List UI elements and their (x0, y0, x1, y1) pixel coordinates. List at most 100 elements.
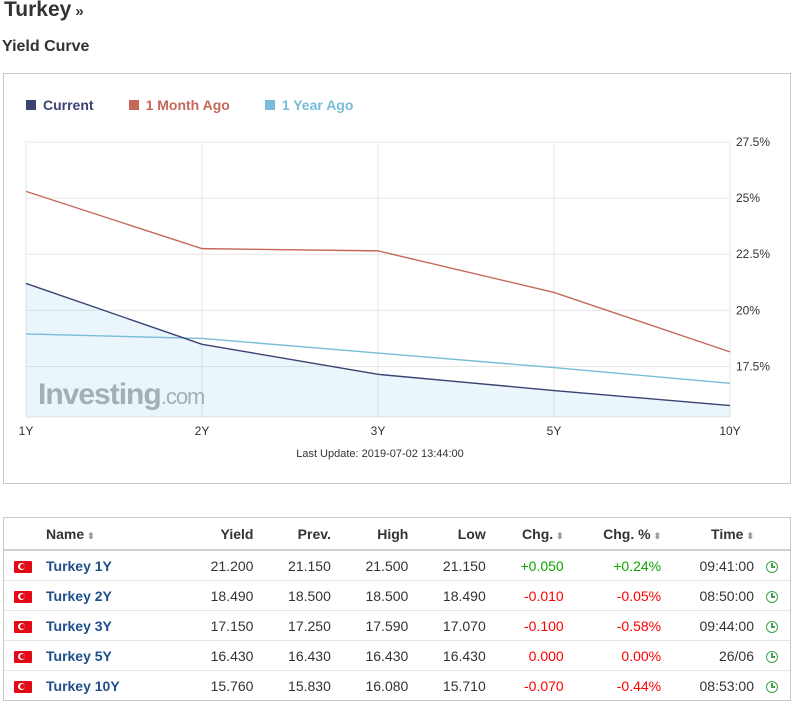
sort-arrows-icon[interactable]: ⬍ (556, 530, 564, 541)
cell-time: 26/06 (669, 640, 762, 671)
cell-chg-pct: -0.44% (616, 677, 662, 694)
table-row[interactable]: Turkey 10Y 15.760 15.830 16.080 15.710 -… (4, 671, 790, 701)
investing-watermark-logo: Investing.com (38, 378, 204, 411)
yield-curve-chart: Current 1 Month Ago 1 Year Ago 17.5% 20% 2… (3, 73, 791, 484)
cell-chg-pct: 0.00% (571, 640, 670, 671)
x-tick-label: 3Y (371, 424, 386, 438)
instrument-link[interactable]: Turkey 10Y (46, 677, 120, 694)
legend-item-1-month-ago[interactable]: 1 Month Ago (128, 97, 230, 113)
sort-arrows-icon[interactable]: ⬍ (653, 530, 662, 541)
cell-time: 09:41:00 (669, 550, 762, 581)
cell-time: 09:44:00 (669, 610, 762, 641)
clock-icon (766, 590, 778, 603)
cell-chg-pct: -0.05% (571, 580, 670, 611)
clock-icon (766, 680, 778, 693)
turkey-flag-icon (14, 590, 32, 603)
turkey-flag-icon (14, 560, 32, 573)
cell-high: 18.500 (338, 580, 417, 611)
current-series-area (26, 283, 730, 417)
cell-chg: +0.050 (493, 550, 572, 581)
header-chg-pct-label: Chg. % (603, 525, 651, 542)
cell-yield: 18.490 (184, 580, 262, 611)
instrument-link[interactable]: Turkey 3Y (46, 617, 112, 634)
header-name[interactable]: Name ⬍ (38, 518, 184, 551)
series-line-current (25, 282, 731, 407)
cell-prev: 18.500 (261, 580, 339, 611)
legend-swatch (264, 100, 275, 110)
instrument-link[interactable]: Turkey 2Y (46, 587, 112, 604)
legend-swatch (128, 100, 139, 110)
series-line-1-month-ago (25, 190, 731, 353)
cell-prev: 17.250 (261, 610, 339, 641)
cell-chg: -0.010 (493, 580, 572, 611)
yield-table: Name ⬍ Yield Prev. High Low Chg. ⬍ Chg. % ⬍… (3, 517, 791, 701)
cell-chg-pct: -0.58% (571, 610, 670, 641)
header-prev: Prev. (261, 518, 339, 551)
header-status (762, 518, 790, 551)
cell-high: 21.500 (338, 550, 417, 581)
clock-icon (766, 560, 778, 573)
table-header-row: Name ⬍ Yield Prev. High Low Chg. ⬍ Chg. % ⬍… (4, 518, 790, 551)
cell-yield: 17.150 (184, 610, 262, 641)
cell-yield: 16.430 (184, 640, 262, 671)
cell-chg: -0.070 (524, 677, 564, 694)
turkey-flag-icon (14, 620, 32, 633)
legend-item-current[interactable]: Current (26, 97, 94, 113)
cell-low: 18.490 (416, 580, 494, 611)
page-title-text[interactable]: Turkey (4, 0, 72, 21)
cell-high: 17.590 (338, 610, 417, 641)
cell-prev: 21.150 (261, 550, 339, 581)
cell-time: 08:50:00 (669, 580, 762, 611)
x-tick-label: 1Y (19, 424, 34, 438)
y-tick-label: 17.5% (736, 359, 770, 373)
cell-yield: 21.200 (184, 550, 262, 581)
cell-prev: 15.830 (288, 677, 331, 694)
cell-chg: -0.100 (493, 610, 572, 641)
cell-chg: 0.000 (493, 640, 572, 671)
turkey-flag-icon (14, 650, 32, 663)
legend-label: 1 Year Ago (281, 97, 354, 113)
cell-prev: 16.430 (261, 640, 339, 671)
header-chg[interactable]: Chg. ⬍ (493, 518, 572, 551)
y-tick-label: 22.5% (736, 247, 770, 261)
cell-high: 16.430 (338, 640, 417, 671)
sort-arrows-icon[interactable]: ⬍ (746, 530, 754, 541)
header-yield: Yield (184, 518, 262, 551)
instrument-link[interactable]: Turkey 5Y (46, 647, 112, 664)
table-row[interactable]: Turkey 5Y 16.430 16.430 16.430 16.430 0.… (4, 640, 790, 671)
x-tick-label: 10Y (719, 424, 740, 438)
table-row[interactable]: Turkey 1Y 21.200 21.150 21.500 21.150 +0… (4, 550, 790, 581)
header-flag (4, 518, 38, 551)
clock-icon (766, 620, 778, 633)
cell-low: 21.150 (416, 550, 494, 581)
x-tick-label: 2Y (195, 424, 210, 438)
title-chevron-icon[interactable]: » (75, 3, 84, 20)
sort-arrows-icon[interactable]: ⬍ (87, 530, 95, 541)
header-low: Low (416, 518, 494, 551)
table-row[interactable]: Turkey 3Y 17.150 17.250 17.590 17.070 -0… (4, 610, 790, 641)
chart-plot: 17.5% 20% 22.5% 25% 27.5% 1Y 2Y 3Y 5Y 10Y Investin… (19, 135, 771, 460)
header-chg-pct[interactable]: Chg. % ⬍ (571, 518, 670, 551)
cell-low: 17.070 (416, 610, 494, 641)
series-line-1-year-ago (25, 333, 731, 385)
instrument-link[interactable]: Turkey 1Y (46, 557, 112, 574)
y-tick-label: 25% (736, 191, 760, 205)
header-name-label: Name (46, 525, 85, 542)
table-row[interactable]: Turkey 2Y 18.490 18.500 18.500 18.490 -0… (4, 580, 790, 611)
page-title[interactable]: Turkey» (4, 0, 84, 22)
y-tick-label: 20% (736, 303, 760, 317)
x-tick-label: 5Y (547, 424, 562, 438)
y-tick-label: 27.5% (736, 135, 770, 149)
legend-label: Current (43, 97, 94, 113)
header-time-label: Time (711, 525, 744, 542)
clock-icon (766, 650, 778, 663)
legend-label: 1 Month Ago (145, 97, 230, 113)
header-time[interactable]: Time ⬍ (669, 518, 762, 551)
turkey-flag-icon (14, 680, 32, 693)
header-high: High (338, 518, 417, 551)
legend-swatch (26, 100, 36, 110)
last-update-label: Last Update: 2019-07-02 13:44:00 (296, 448, 464, 460)
legend-item-1-year-ago[interactable]: 1 Year Ago (264, 97, 354, 113)
cell-chg-pct: +0.24% (571, 550, 670, 581)
cell-low: 16.430 (416, 640, 494, 671)
